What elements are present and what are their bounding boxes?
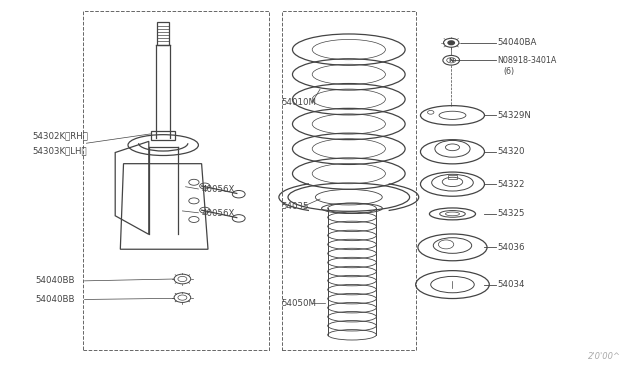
Text: 54329N: 54329N	[497, 111, 531, 120]
Text: 54040BB: 54040BB	[35, 276, 75, 285]
Text: 54302K〈RH〉: 54302K〈RH〉	[32, 131, 88, 140]
Text: 54050M: 54050M	[282, 299, 317, 308]
Text: 54322: 54322	[497, 180, 525, 189]
Text: 2'0'00^: 2'0'00^	[588, 352, 621, 361]
Text: 54036: 54036	[497, 243, 525, 252]
Text: 54303K〈LH〉: 54303K〈LH〉	[32, 146, 86, 155]
Bar	[448, 175, 457, 179]
Text: 54034: 54034	[497, 280, 525, 289]
Text: (6): (6)	[504, 67, 515, 76]
Text: 54040BB: 54040BB	[35, 295, 75, 304]
Text: 54040BA: 54040BA	[497, 38, 537, 47]
Text: 54320: 54320	[497, 147, 525, 156]
Text: N08918-3401A: N08918-3401A	[497, 56, 557, 65]
Text: 40056X: 40056X	[202, 185, 235, 194]
Text: 54325: 54325	[497, 209, 525, 218]
Circle shape	[448, 41, 454, 45]
Text: 54010M: 54010M	[282, 98, 317, 107]
Text: 40056X: 40056X	[202, 209, 235, 218]
Bar	[157, 22, 169, 45]
Bar	[151, 131, 175, 140]
Text: 54035: 54035	[282, 202, 309, 211]
Text: N: N	[449, 58, 454, 63]
